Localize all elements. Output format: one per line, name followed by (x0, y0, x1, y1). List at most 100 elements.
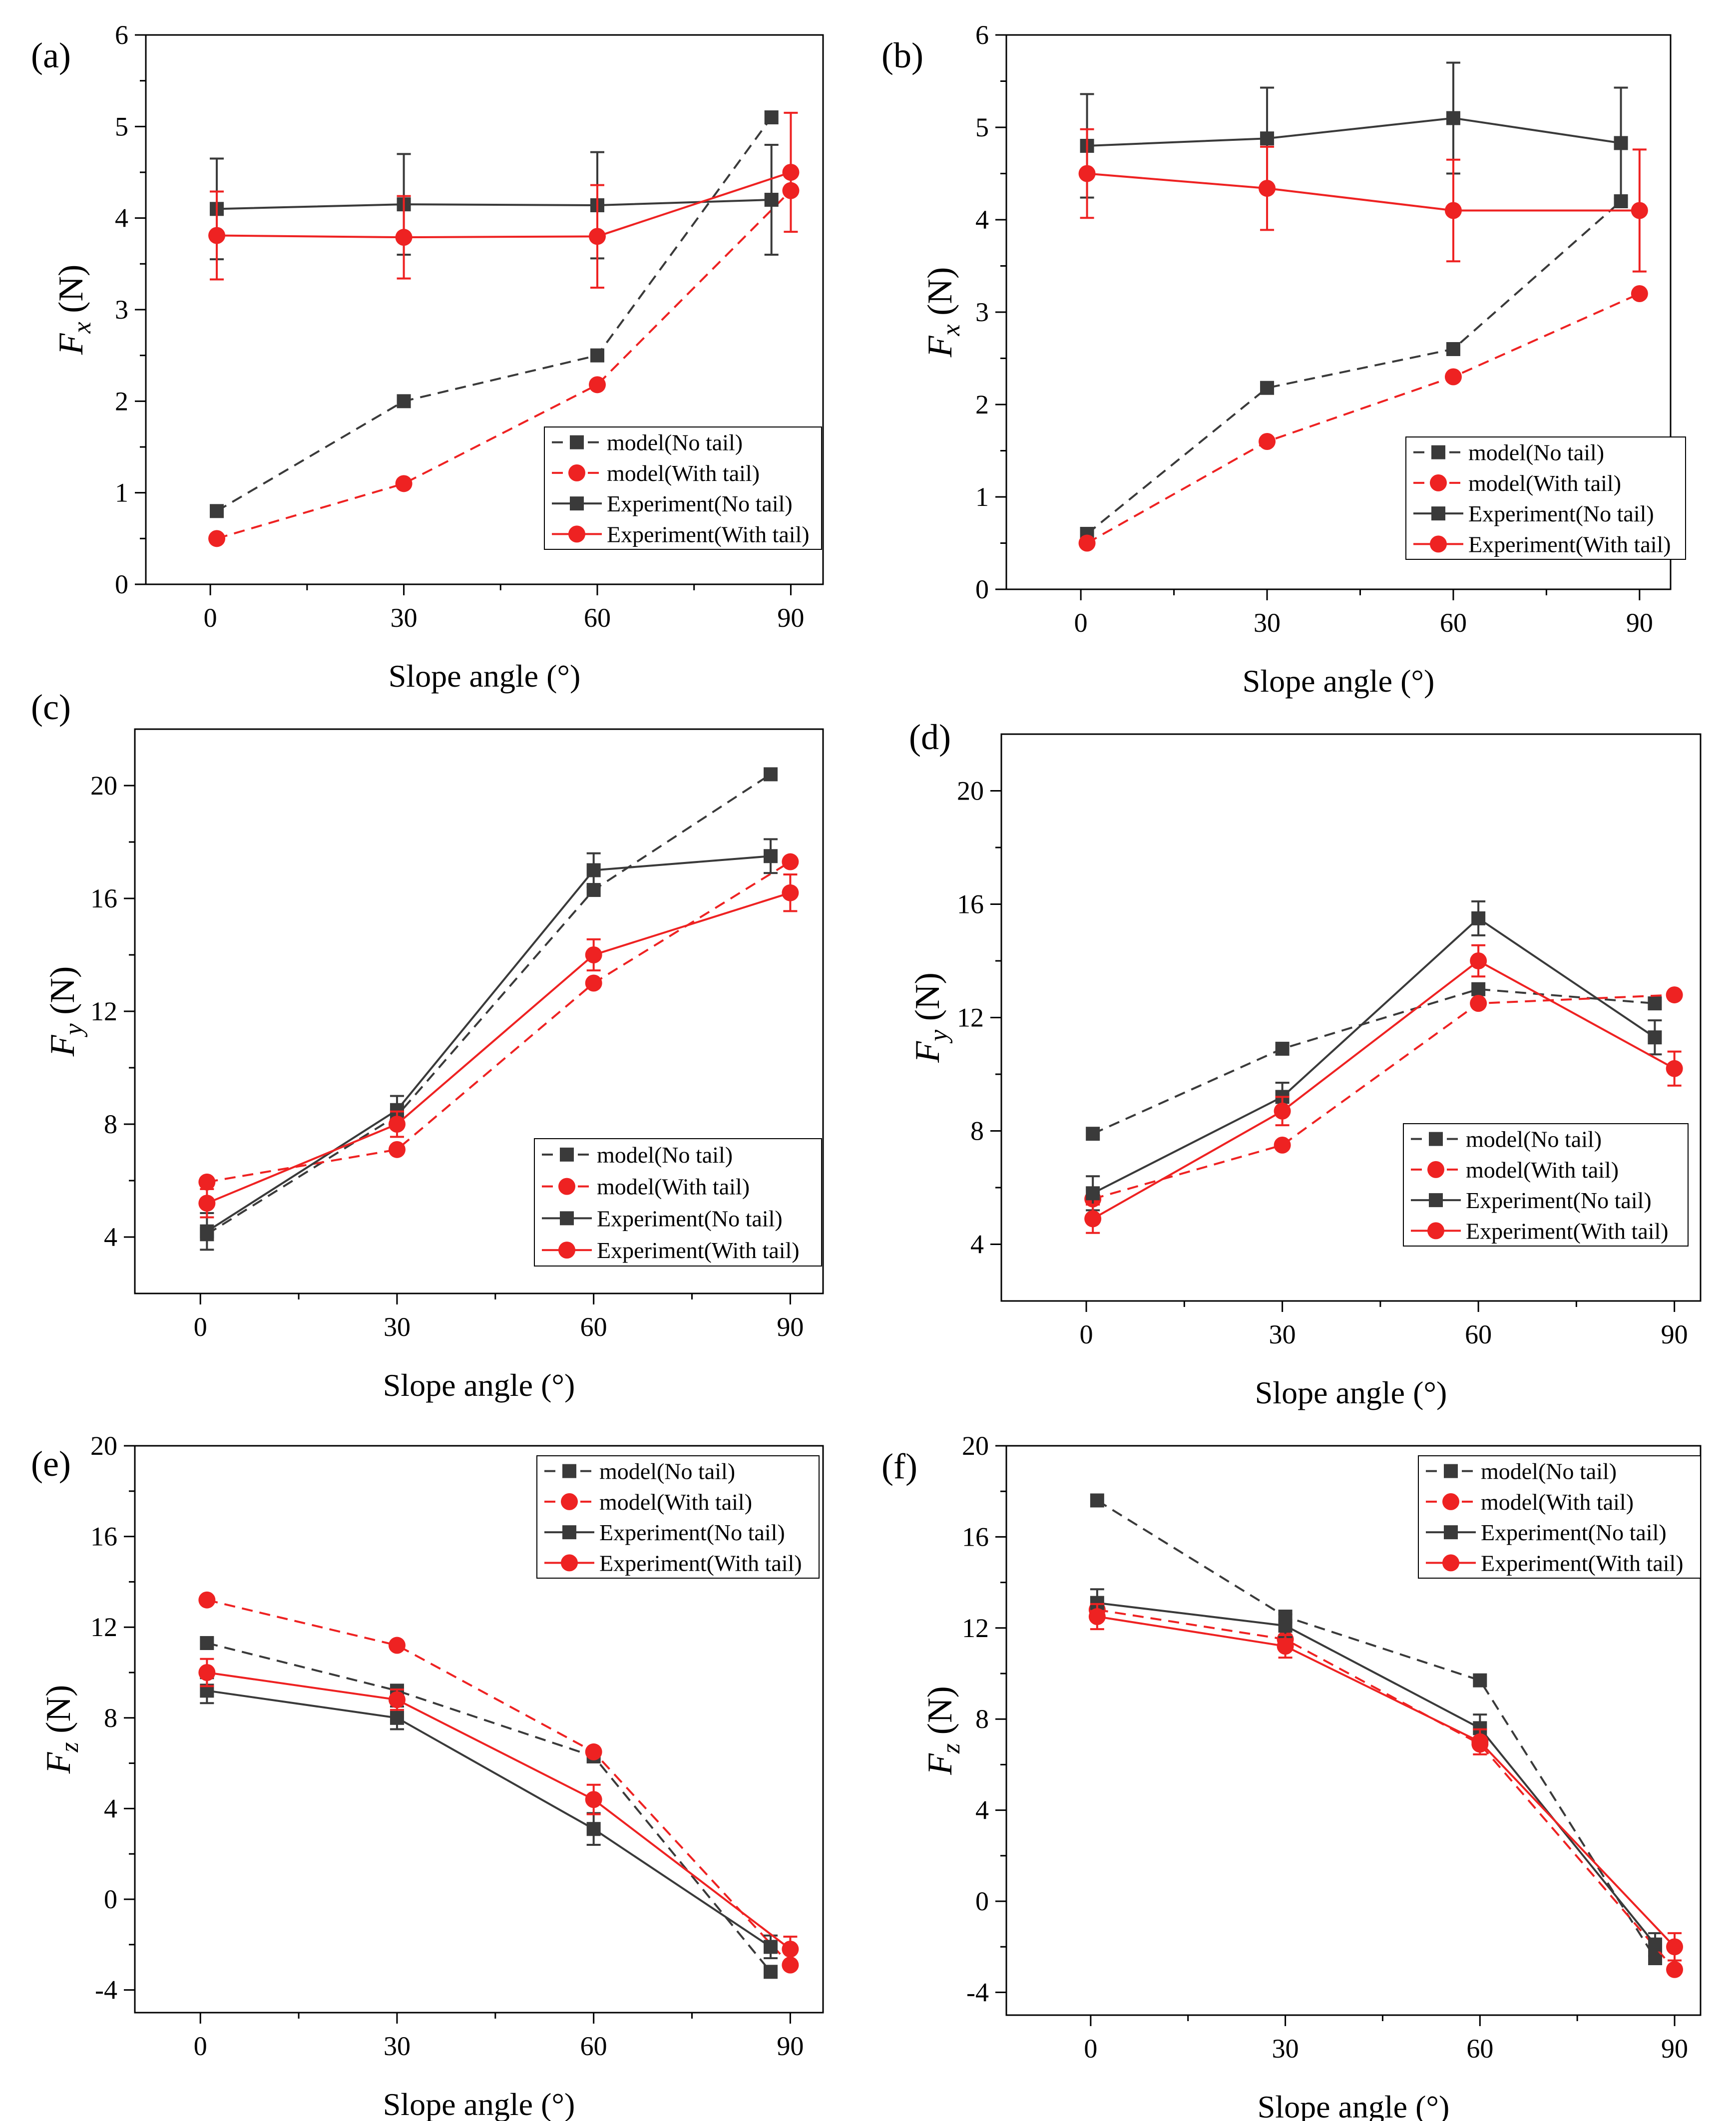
y-tick-label: 1 (975, 482, 989, 512)
legend-marker (1427, 1222, 1444, 1240)
x-tick-label: 60 (1440, 608, 1467, 638)
legend-label: Experiment(No tail) (607, 491, 793, 516)
y-axis-title: Fz (N) (39, 1685, 84, 1774)
data-point (1278, 1619, 1293, 1633)
x-tick-label: 60 (580, 2031, 607, 2061)
x-axis-title: Slope angle (°) (1243, 663, 1435, 699)
data-point (1444, 202, 1462, 219)
legend-marker (1429, 1193, 1443, 1208)
panel-label: (f) (881, 1446, 917, 1486)
y-tick-label: 2 (975, 390, 989, 420)
y-tick-label: 3 (115, 295, 128, 325)
y-tick-label: -4 (966, 1977, 989, 2007)
data-point (1088, 1608, 1106, 1625)
legend-label: Experiment(With tail) (1466, 1218, 1669, 1244)
data-point (208, 530, 226, 547)
legend-label: model(No tail) (597, 1142, 733, 1168)
data-point (1666, 1961, 1684, 1978)
chart-panel-e: 0 30 60 90 -4 0 4 8 12 16 20 (e) Slope angle (°) Fz (… (31, 1431, 824, 2121)
chart-panel-f: 0 30 60 90 -4 0 4 8 12 16 20 (f) Slope angle (°) Fz (… (881, 1431, 1702, 2121)
data-point (1446, 342, 1460, 356)
legend-label: Experiment(No tail) (597, 1206, 783, 1231)
x-tick-label: 30 (391, 603, 418, 633)
data-point (1260, 381, 1275, 395)
series-line (1097, 1616, 1676, 1948)
legend-label: Experiment(No tail) (1481, 1520, 1667, 1545)
x-axis-title: Slope angle (°) (389, 658, 581, 694)
data-point (1470, 995, 1487, 1012)
data-point (198, 1173, 216, 1191)
legend-marker (1444, 1525, 1458, 1540)
series-line (1086, 293, 1640, 544)
y-axis-title: Fy (N) (43, 966, 88, 1057)
legend-label: model(No tail) (607, 430, 743, 455)
legend-marker (562, 1525, 576, 1540)
legend-label: Experiment(With tail) (607, 521, 810, 547)
data-point (1648, 1937, 1663, 1952)
legend-marker (562, 1464, 576, 1478)
data-point (1084, 1210, 1102, 1228)
legend-marker (1430, 535, 1447, 553)
y-tick-label: 8 (975, 1704, 989, 1734)
data-point (388, 1141, 406, 1158)
x-tick-label: 30 (384, 1312, 411, 1342)
data-point (589, 228, 606, 245)
panel-label: (d) (909, 717, 951, 757)
legend-marker (560, 1147, 574, 1162)
legend-label: model(With tail) (1466, 1157, 1619, 1183)
legend-label: Experiment(With tail) (1481, 1550, 1684, 1576)
x-tick-label: 0 (1074, 608, 1088, 638)
legend-label: Experiment(No tail) (599, 1520, 785, 1545)
y-tick-label: 1 (115, 478, 128, 508)
x-tick-label: 0 (194, 2031, 207, 2061)
legend-label: model(With tail) (1481, 1489, 1634, 1515)
x-tick-label: 60 (1465, 1319, 1492, 1349)
data-point (585, 974, 602, 992)
y-tick-label: 4 (975, 1795, 989, 1825)
series-line (207, 1690, 772, 1948)
plot-frame (1005, 1445, 1702, 2016)
legend-marker (558, 1242, 575, 1259)
y-tick-label: 0 (975, 574, 989, 604)
x-tick-label: 60 (580, 1312, 607, 1342)
data-point (397, 394, 411, 409)
legend-label: model(With tail) (607, 460, 760, 486)
data-point (1078, 165, 1096, 182)
series-line (1092, 994, 1675, 1200)
legend-marker (570, 496, 584, 511)
data-point (1473, 1673, 1487, 1688)
legend-label: model(With tail) (599, 1489, 752, 1515)
legend: model(No tail) model(With tail) Experiment… (1403, 1123, 1689, 1247)
data-point (1444, 368, 1462, 386)
data-point (1090, 1493, 1104, 1508)
y-tick-label: 12 (90, 1612, 117, 1642)
series-line (1087, 117, 1621, 147)
y-tick-label: 5 (115, 111, 128, 141)
y-tick-label: 2 (115, 386, 128, 416)
data-point (1666, 1938, 1684, 1956)
x-tick-label: 90 (777, 603, 804, 633)
legend-label: Experiment(No tail) (1468, 501, 1654, 526)
x-axis-title: Slope angle (°) (383, 2087, 575, 2121)
data-point (764, 193, 779, 207)
legend-label: model(No tail) (599, 1459, 735, 1484)
y-tick-label: 5 (975, 112, 989, 142)
legend-marker (1444, 1464, 1458, 1478)
x-tick-label: 60 (1466, 2034, 1493, 2064)
data-point (586, 1822, 601, 1836)
y-tick-label: 0 (104, 1884, 117, 1914)
legend-marker (1442, 1493, 1459, 1510)
data-point (388, 1691, 406, 1708)
y-tick-label: 4 (104, 1222, 117, 1252)
x-tick-label: 90 (777, 1312, 804, 1342)
series-line (206, 1642, 772, 1973)
data-point (764, 1965, 778, 1979)
legend-marker (1442, 1554, 1459, 1572)
data-point (1471, 1733, 1489, 1750)
y-tick-label: 8 (104, 1109, 117, 1139)
y-axis-title: Fy (N) (908, 972, 953, 1063)
panel-label: (e) (31, 1444, 71, 1484)
data-point (395, 229, 413, 246)
y-tick-label: 4 (975, 205, 989, 235)
x-tick-label: 30 (1269, 1319, 1296, 1349)
